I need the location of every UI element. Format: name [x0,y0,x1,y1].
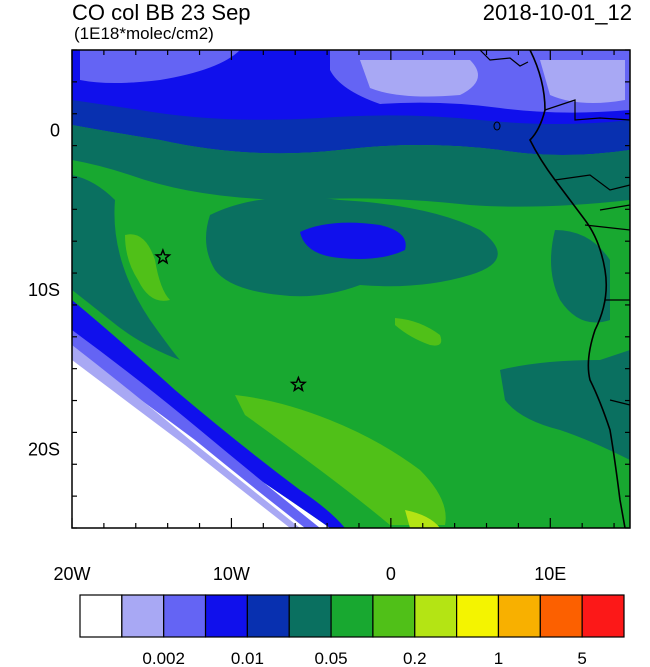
plot-frame [71,49,631,529]
colorbar-label: 0.2 [403,649,427,667]
colorbar-label: 0.05 [315,649,348,667]
colorbar [79,594,625,638]
country-borders [479,49,631,406]
x-tick-label: 10E [534,564,566,584]
colorbar-swatch [372,594,416,638]
colorbar-swatch [581,594,625,638]
units-label: (1E18*molec/cm2) [74,24,214,43]
colorbar-swatch [121,594,165,638]
colorbar-swatch [204,594,248,638]
colorbar-label: 1 [494,649,503,667]
axis-ticks [71,49,630,529]
colorbar-swatch [539,594,583,638]
star-markers [154,247,308,393]
concentration-field [72,50,630,528]
colorbar-swatch [330,594,374,638]
colorbar-swatch [497,594,541,638]
colorbar-label: 5 [577,649,586,667]
star-marker [154,247,172,265]
x-axis-labels: 20W 10W 0 10E [53,564,566,584]
x-tick-label: 10W [213,564,250,584]
colorbar-label: 0.002 [142,649,185,667]
colorbar-swatch [288,594,332,638]
x-tick-label: 20W [53,564,90,584]
colorbar-labels: 0.002 0.01 0.05 0.2 1 5 [142,649,586,667]
y-axis-labels: 0 10S 20S [28,121,60,460]
colorbar-swatch [246,594,290,638]
y-tick-label: 0 [50,121,60,141]
x-tick-label: 0 [386,564,396,584]
coastline [529,49,626,529]
map-timestamp: 2018-10-01_12 [482,0,632,25]
island [493,121,501,131]
colorbar-swatch [414,594,458,638]
map-title: CO col BB 23 Sep [72,0,251,25]
colorbar-label: 0.01 [231,649,264,667]
colorbar-swatch [79,594,123,638]
colorbar-swatch [456,594,500,638]
star-marker [289,375,308,393]
colorbar-swatch [163,594,207,638]
y-tick-label: 10S [28,280,60,300]
y-tick-label: 20S [28,439,60,459]
